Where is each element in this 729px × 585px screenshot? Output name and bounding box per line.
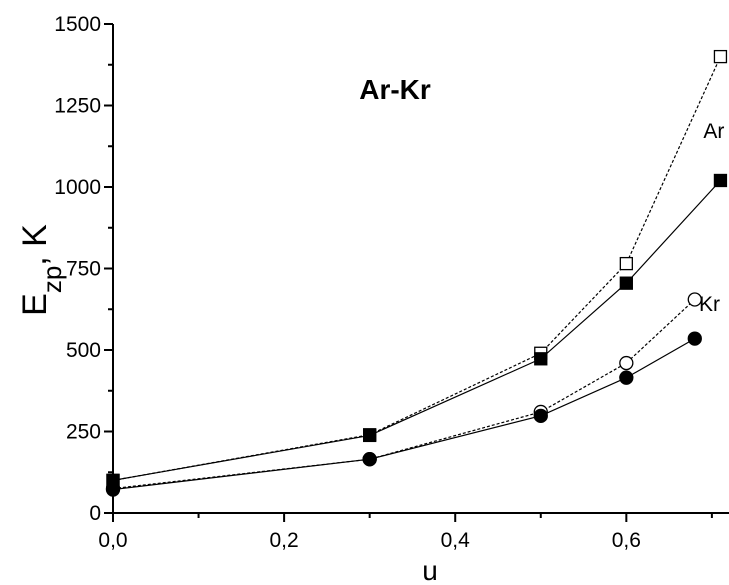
series-layer — [105, 49, 728, 497]
series-line — [112, 338, 696, 491]
annotation-ar: Ar — [703, 120, 724, 143]
data-point-circle — [687, 292, 702, 307]
tick-labels: 0,0 0,2 0,4 0,6 0 250 500 750 1000 1250 1500 — [54, 13, 641, 552]
y-axis-title-base: E — [16, 293, 54, 316]
data-point-circle — [533, 408, 548, 424]
y-tick-label: 250 — [66, 421, 101, 444]
x-tick-label: 0,2 — [270, 529, 299, 552]
data-point-square — [363, 428, 377, 443]
y-tick-label: 750 — [66, 258, 101, 281]
axis-ticks — [104, 23, 713, 522]
y-tick-label: 1250 — [54, 95, 101, 118]
data-point-circle — [362, 452, 377, 467]
data-point-square — [713, 173, 728, 188]
x-tick-label: 0,6 — [612, 529, 641, 552]
chart-title: Ar-Kr — [359, 74, 431, 105]
y-tick-label: 1000 — [54, 176, 101, 199]
y-axis-title: Ezp, K — [16, 224, 67, 316]
series-circle-open — [105, 292, 702, 496]
annotation-kr: Kr — [699, 293, 720, 316]
x-tick-label: 0,0 — [98, 529, 127, 552]
x-tick-label: 0,4 — [441, 529, 471, 552]
series-line — [112, 299, 696, 490]
series-line — [112, 180, 721, 481]
series-circle-filled — [105, 331, 702, 497]
data-point-circle — [105, 482, 121, 497]
data-point-square — [619, 256, 633, 271]
series-square-open — [106, 49, 728, 488]
y-tick-label: 1500 — [54, 13, 101, 36]
y-tick-label: 500 — [66, 339, 101, 362]
data-point-square — [713, 49, 728, 64]
series-square-filled — [106, 173, 728, 488]
data-point-circle — [619, 355, 634, 371]
y-axis-title-sub: zp — [37, 266, 67, 293]
data-point-square — [534, 352, 548, 366]
y-axis-title-suffix: , K — [16, 224, 54, 266]
data-point-square — [619, 276, 633, 290]
x-axis-title: u — [422, 555, 438, 585]
data-point-circle — [619, 370, 634, 385]
y-tick-label: 0 — [89, 502, 101, 525]
data-point-circle — [687, 331, 702, 346]
